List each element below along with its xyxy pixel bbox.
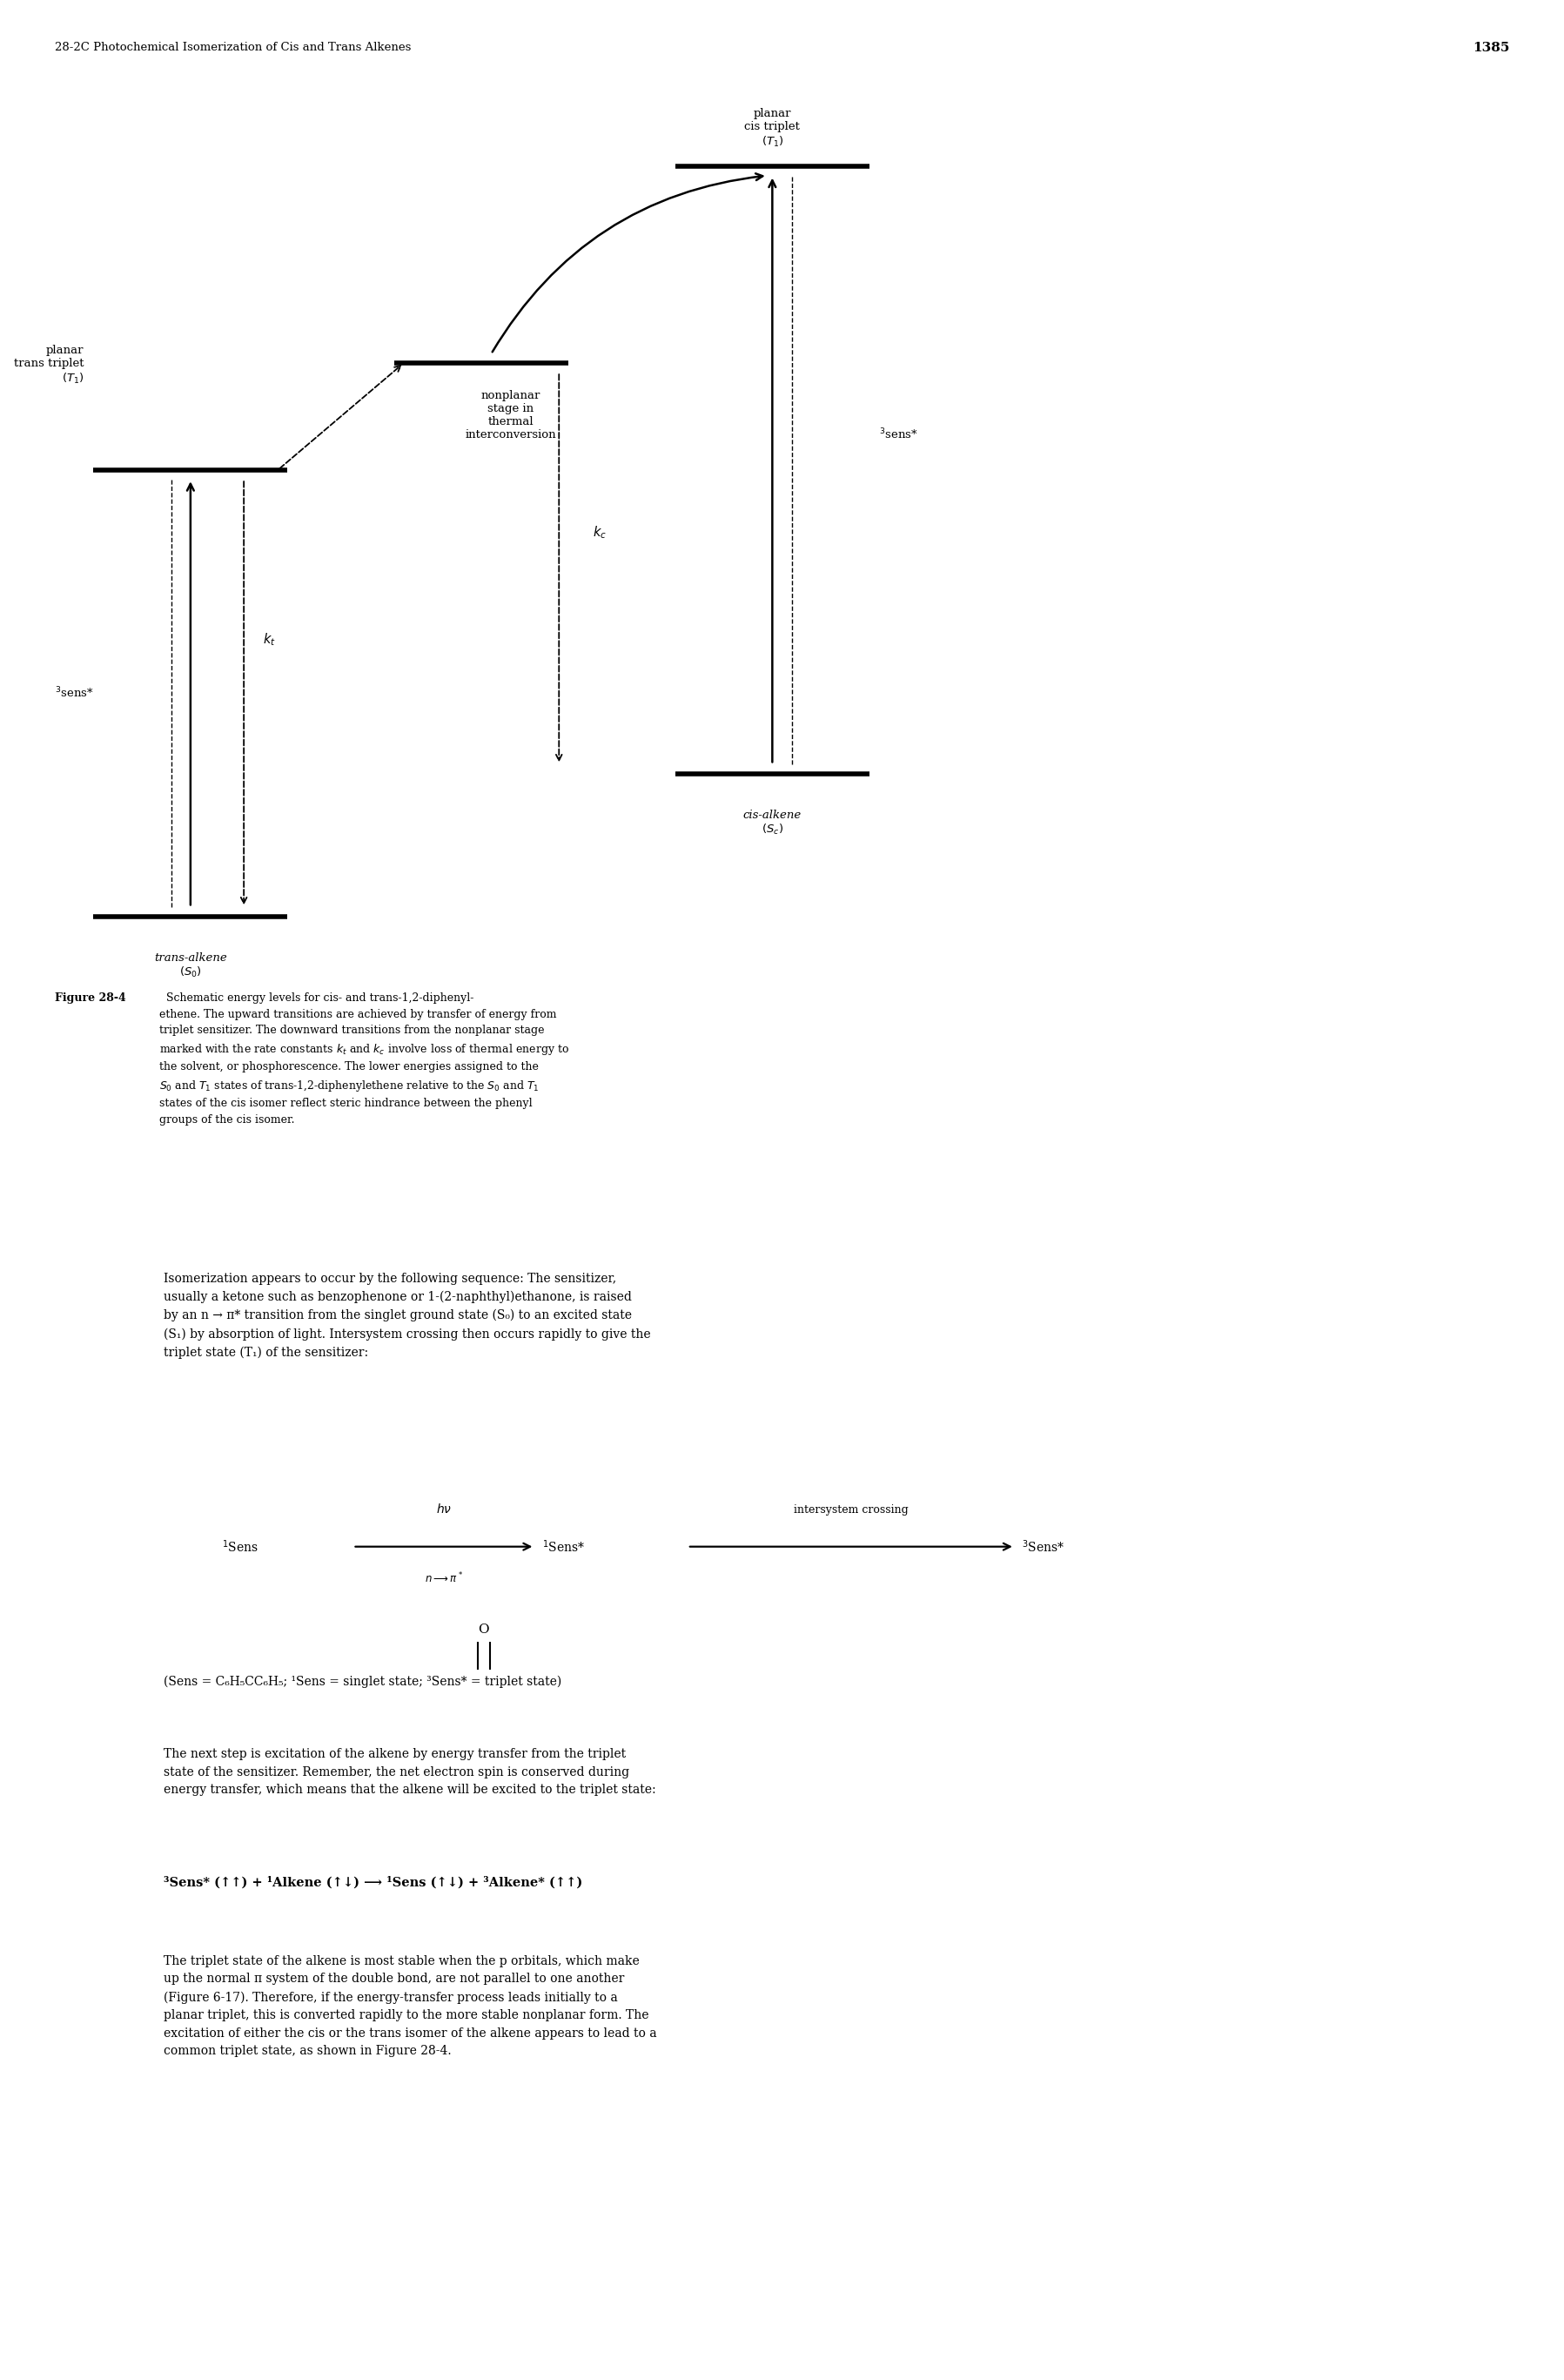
Text: intersystem crossing: intersystem crossing xyxy=(795,1504,909,1516)
Text: $k_t$: $k_t$ xyxy=(263,631,277,647)
Text: O: O xyxy=(479,1623,490,1635)
Text: planar
cis triplet
$(T_1)$: planar cis triplet $(T_1)$ xyxy=(744,107,801,148)
Text: $h\nu$: $h\nu$ xyxy=(436,1502,452,1516)
Text: $^3$sens*: $^3$sens* xyxy=(55,685,94,700)
Text: $k_c$: $k_c$ xyxy=(593,524,607,540)
Text: 28-2C Photochemical Isomerization of Cis and Trans Alkenes: 28-2C Photochemical Isomerization of Cis… xyxy=(55,43,411,52)
Text: planar
trans triplet
$(T_1)$: planar trans triplet $(T_1)$ xyxy=(14,345,84,386)
Text: $^3$Sens*: $^3$Sens* xyxy=(1021,1537,1065,1554)
Text: (Sens = C₆H₅CC₆H₅; ¹Sens = singlet state; ³Sens* = triplet state): (Sens = C₆H₅CC₆H₅; ¹Sens = singlet state… xyxy=(164,1676,561,1687)
Text: Schematic energy levels for cis- and trans-1,2-diphenyl-
ethene. The upward tran: Schematic energy levels for cis- and tra… xyxy=(160,992,569,1126)
Text: $^1$Sens*: $^1$Sens* xyxy=(543,1537,585,1554)
Text: The triplet state of the alkene is most stable when the p orbitals, which make
u: The triplet state of the alkene is most … xyxy=(164,1954,657,2056)
Text: $^3$sens*: $^3$sens* xyxy=(879,426,918,443)
Text: trans-alkene
$(S_0)$: trans-alkene $(S_0)$ xyxy=(153,952,227,981)
Text: $n \longrightarrow \pi^*$: $n \longrightarrow \pi^*$ xyxy=(425,1571,463,1585)
Text: Figure 28-4: Figure 28-4 xyxy=(55,992,125,1004)
Text: Isomerization appears to occur by the following sequence: The sensitizer,
usuall: Isomerization appears to occur by the fo… xyxy=(164,1273,651,1359)
Text: nonplanar
stage in
thermal
interconversion: nonplanar stage in thermal interconversi… xyxy=(465,390,557,440)
Text: 1385: 1385 xyxy=(1472,40,1509,55)
Text: ³Sens* (↑↑) + ¹Alkene (↑↓) ⟶ ¹Sens (↑↓) + ³Alkene* (↑↑): ³Sens* (↑↑) + ¹Alkene (↑↓) ⟶ ¹Sens (↑↓) … xyxy=(164,1875,583,1890)
Text: The next step is excitation of the alkene by energy transfer from the triplet
st: The next step is excitation of the alken… xyxy=(164,1747,657,1797)
Text: $^1$Sens: $^1$Sens xyxy=(222,1537,258,1554)
Text: cis-alkene
$(S_c)$: cis-alkene $(S_c)$ xyxy=(743,809,802,838)
